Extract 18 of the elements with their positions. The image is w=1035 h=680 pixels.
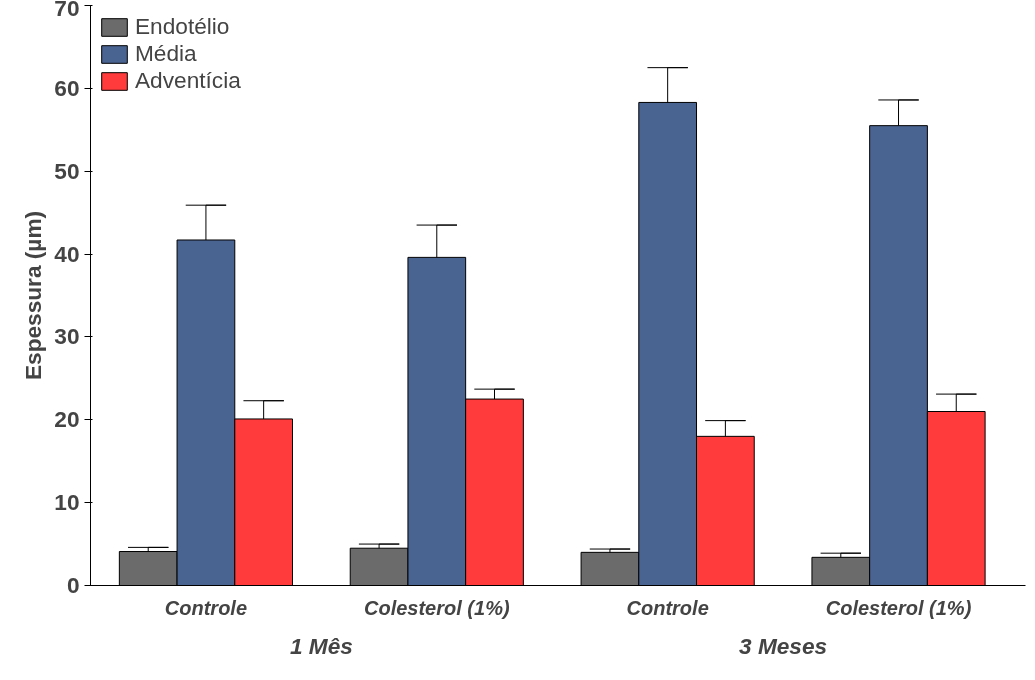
- legend-label: Adventícia: [135, 67, 241, 94]
- legend-label: Endotélio: [135, 13, 230, 40]
- y-tick-label: 10: [54, 489, 80, 516]
- y-tick-label: 30: [54, 323, 80, 350]
- x-tick-label: Controle: [164, 596, 248, 619]
- y-tick-label: 70: [54, 0, 80, 21]
- x-tick-label: Colesterol (1%): [364, 596, 510, 619]
- x-tick-label: Colesterol (1%): [825, 596, 972, 619]
- legend-label: Média: [135, 40, 197, 67]
- y-tick-label: 50: [54, 157, 80, 184]
- y-tick-label: 40: [54, 240, 80, 267]
- y-tick-label: 20: [54, 406, 80, 433]
- text: 3 Meses: [739, 632, 828, 659]
- y-tick-label: 60: [54, 74, 80, 101]
- y-axis-title: Espessura (µm): [20, 210, 47, 381]
- x-tick-label: Controle: [626, 596, 709, 619]
- text: 1 Mês: [289, 632, 353, 659]
- y-tick-label: 0: [66, 572, 80, 598]
